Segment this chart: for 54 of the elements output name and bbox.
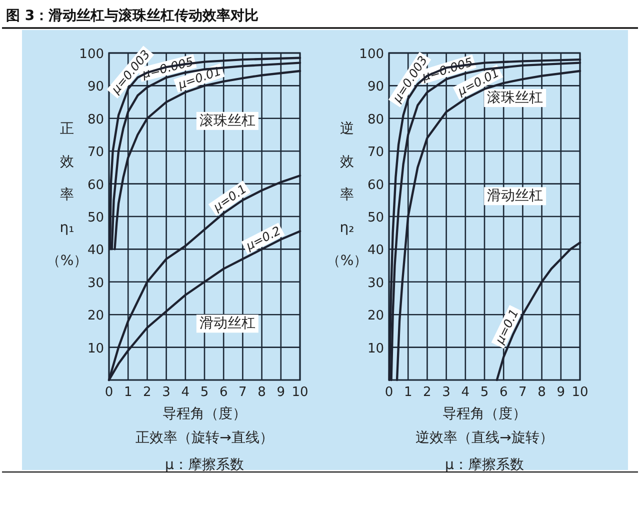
y-tick-label: 70 [87,145,104,160]
text: 正效率（旋转→直线） [136,430,274,446]
y-tick-label: 10 [367,341,384,356]
chart-title: 图 3：滑动丝杠与滚珠丝杠传动效率对比 [6,7,259,24]
text: 逆效率（直线→旋转） [416,430,554,446]
y-tick-label: 20 [367,308,384,324]
y-tick-label: 70 [367,145,384,160]
x-tick-label: 9 [276,385,286,400]
y-tick-label: 80 [87,112,104,128]
y-tick-label: 90 [367,80,384,95]
x-axis-title: 导程角（度） [442,406,526,422]
x-tick-label: 6 [219,385,228,400]
y-tick-label: 90 [87,80,104,95]
x-tick-label: 10 [572,385,588,400]
y-tick-label: 100 [79,47,104,62]
y-tick-label: 40 [367,243,384,258]
y-tick-label: 50 [367,210,384,226]
x-tick-label: 10 [292,385,308,400]
y-tick-label: 50 [87,210,104,226]
x-axis-title: 导程角（度） [162,406,246,422]
x-tick-label: 5 [480,385,489,400]
y-tick-label: 30 [87,276,104,291]
text: μ：摩擦系数 [165,457,244,473]
x-tick-label: 1 [124,385,132,400]
y-tick-label: 60 [87,178,104,193]
x-tick-label: 6 [499,385,508,400]
x-tick-label: 8 [258,385,266,400]
x-tick-label: 4 [181,385,190,400]
y-tick-label: 100 [359,47,384,62]
annotation: 滑动丝杠 [487,188,544,204]
text: μ：摩擦系数 [445,457,524,473]
x-tick-label: 7 [518,385,527,400]
x-tick-label: 2 [143,385,152,400]
y-tick-label: 20 [87,308,104,324]
text: 正效率η₁（%） [46,121,88,269]
x-tick-label: 3 [162,385,170,400]
annotation: 滚珠丝杠 [199,112,256,129]
y-tick-label: 10 [87,341,104,356]
annotation: 滑动丝杠 [199,316,256,332]
x-tick-label: 8 [538,385,546,400]
y-tick-label: 40 [87,243,104,258]
x-tick-label: 3 [442,385,450,400]
x-tick-label: 4 [461,385,470,400]
y-tick-label: 80 [367,112,384,128]
x-tick-label: 9 [556,385,566,400]
x-tick-label: 5 [200,385,209,400]
x-tick-label: 0 [384,385,394,400]
x-tick-label: 0 [104,385,114,400]
x-tick-label: 7 [238,385,247,400]
y-tick-label: 60 [367,178,384,193]
text: 逆效率η₂（%） [326,121,368,269]
x-tick-label: 2 [423,385,432,400]
y-tick-label: 30 [367,276,384,291]
x-tick-label: 1 [404,385,412,400]
